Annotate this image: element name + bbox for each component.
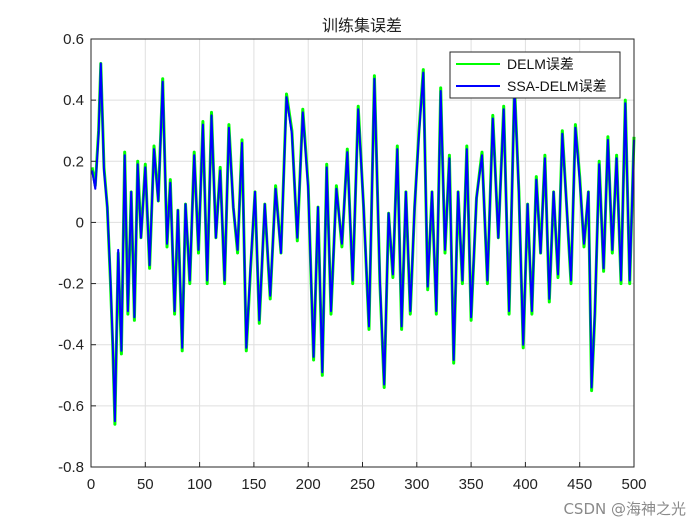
watermark: CSDN @海神之光 [563,500,686,518]
x-tick-label: 500 [621,476,646,493]
legend-box [449,51,621,99]
legend-label-delm: DELM误差 [507,56,574,72]
y-tick-label: 0.6 [63,31,84,48]
y-tick-label: -0.4 [58,337,84,354]
y-tick-label: 0.2 [63,153,84,170]
legend-label-ssa-delm: SSA-DELM误差 [507,78,607,94]
y-tick-label: -0.6 [58,398,84,415]
y-tick-label: -0.2 [58,276,84,293]
x-tick-label: 100 [187,476,212,493]
x-axis: 0 50 100 150 200 250 300 350 400 450 500 [87,462,647,493]
x-tick-label: 200 [296,476,321,493]
x-tick-label: 250 [350,476,375,493]
x-tick-label: 50 [137,476,154,493]
x-tick-label: 0 [87,476,95,493]
series-group [90,62,636,426]
y-tick-label: 0.4 [63,92,84,109]
y-axis: 0.6 0.4 0.2 0 -0.2 -0.4 -0.6 -0.8 [58,31,96,476]
x-tick-label: 350 [459,476,484,493]
legend: DELM误差 SSA-DELM误差 [449,51,621,99]
chart-title: 训练集误差 [322,16,402,35]
series-line-ssa-delm [91,62,635,423]
x-tick-label: 150 [241,476,266,493]
x-tick-label: 400 [513,476,538,493]
y-tick-label: -0.8 [58,459,84,476]
x-tick-label: 450 [567,476,592,493]
x-tick-label: 300 [404,476,429,493]
y-tick-label: 0 [76,214,84,231]
